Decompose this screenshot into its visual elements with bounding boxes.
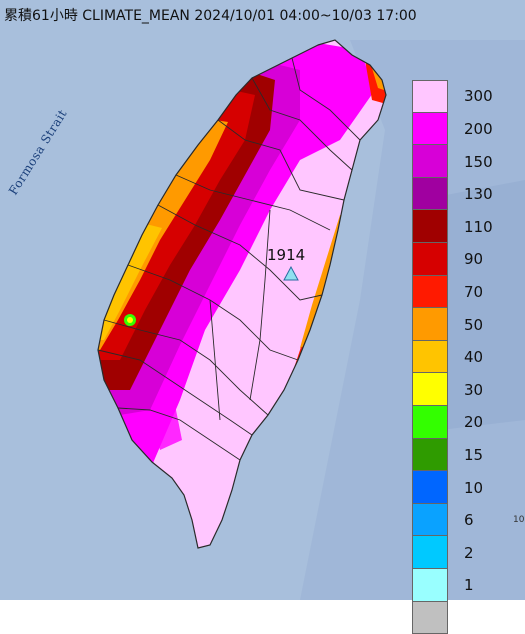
legend-label: 6	[464, 511, 474, 530]
legend-swatch	[412, 177, 448, 211]
rain-zone-south-patch	[150, 405, 182, 450]
legend-label: 300	[464, 87, 493, 106]
legend-label: 40	[464, 348, 484, 367]
legend-swatch	[412, 471, 448, 504]
legend-swatch	[412, 373, 448, 406]
legend-label: 130	[464, 185, 493, 204]
station-triangle-marker	[283, 265, 299, 281]
legend-label: 2	[464, 543, 474, 562]
legend-label: 110	[464, 217, 493, 236]
legend-label: 30	[464, 380, 484, 399]
legend-swatch	[412, 243, 448, 276]
legend-label: 20	[464, 413, 484, 432]
legend-swatch	[412, 503, 448, 537]
legend-label: 90	[464, 250, 484, 269]
legend-swatch	[412, 210, 448, 243]
legend-swatch	[412, 308, 448, 341]
legend-swatch	[412, 438, 448, 472]
map-title: 累積61小時 CLIMATE_MEAN 2024/10/01 04:00~10/…	[4, 8, 417, 24]
legend-label: 200	[464, 119, 493, 138]
legend-label: 150	[464, 152, 493, 171]
legend-label: 50	[464, 315, 484, 334]
legend-swatch	[412, 536, 448, 569]
county-boundaries	[97, 39, 387, 549]
legend-label: 1	[464, 576, 474, 595]
legend-label: 70	[464, 282, 484, 301]
legend-label: 15	[464, 445, 484, 464]
legend-swatch	[412, 275, 448, 309]
legend-swatch	[412, 340, 448, 374]
legend-swatch	[412, 112, 448, 146]
legend-swatch	[412, 80, 448, 113]
rainfall-legend: 300 200 150 130 110 90 70 50 40 30 20 15 10 6 2 1	[412, 80, 518, 634]
legend-swatch	[412, 406, 448, 439]
legend-label: 10	[464, 478, 484, 497]
legend-swatch	[412, 569, 448, 602]
station-value-label: 1914	[267, 246, 306, 264]
rain-zone-30	[127, 317, 133, 323]
legend-swatch	[412, 601, 448, 634]
corner-mark: 10	[513, 515, 525, 525]
legend-swatch	[412, 145, 448, 178]
